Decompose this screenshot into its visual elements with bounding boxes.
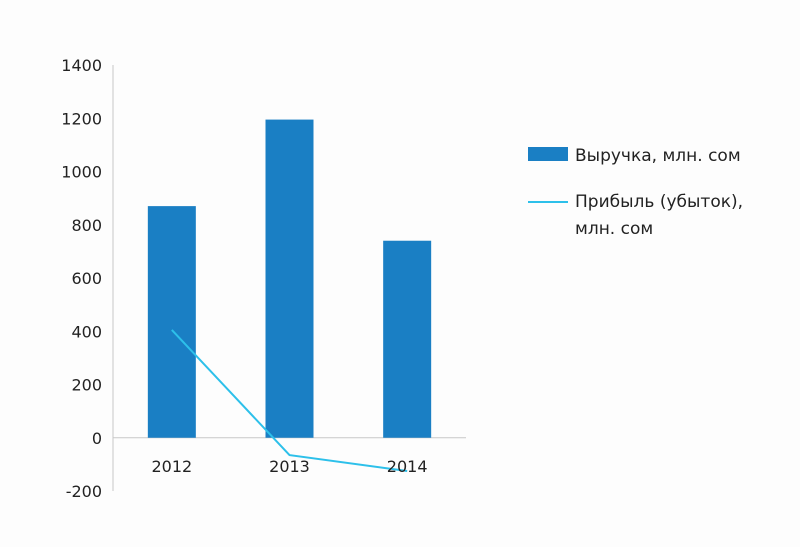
- y-tick-label: 1200: [61, 109, 102, 128]
- y-axis-ticks: 1400 1200 1000 800 600 400 200 0 -200: [61, 56, 102, 501]
- y-tick-label: 800: [71, 216, 102, 235]
- x-tick-label: 2014: [387, 457, 428, 476]
- line-series: [171, 329, 408, 473]
- y-tick-label: 400: [71, 322, 102, 341]
- legend: Выручка, млн. сом Прибыль (убыток), млн.…: [528, 146, 743, 239]
- y-tick-label: 200: [71, 376, 102, 395]
- legend-line-label-line-2: млн. сом: [575, 219, 653, 239]
- y-tick-label: 600: [71, 269, 102, 288]
- bar-series: [147, 119, 432, 438]
- y-tick-label: 1000: [61, 163, 102, 182]
- bar: [383, 240, 432, 438]
- x-tick-label: 2013: [269, 457, 310, 476]
- legend-bar-swatch: [528, 147, 568, 161]
- legend-bar-label: Выручка, млн. сом: [575, 146, 741, 166]
- legend-line-label-line-1: Прибыль (убыток),: [575, 192, 743, 212]
- x-axis-ticks: 2012 2013 2014: [151, 457, 427, 476]
- y-tick-label: -200: [66, 482, 102, 501]
- y-tick-label: 1400: [61, 56, 102, 75]
- x-tick-label: 2012: [151, 457, 192, 476]
- bar: [265, 119, 314, 438]
- bar: [147, 206, 196, 438]
- y-tick-label: 0: [92, 429, 102, 448]
